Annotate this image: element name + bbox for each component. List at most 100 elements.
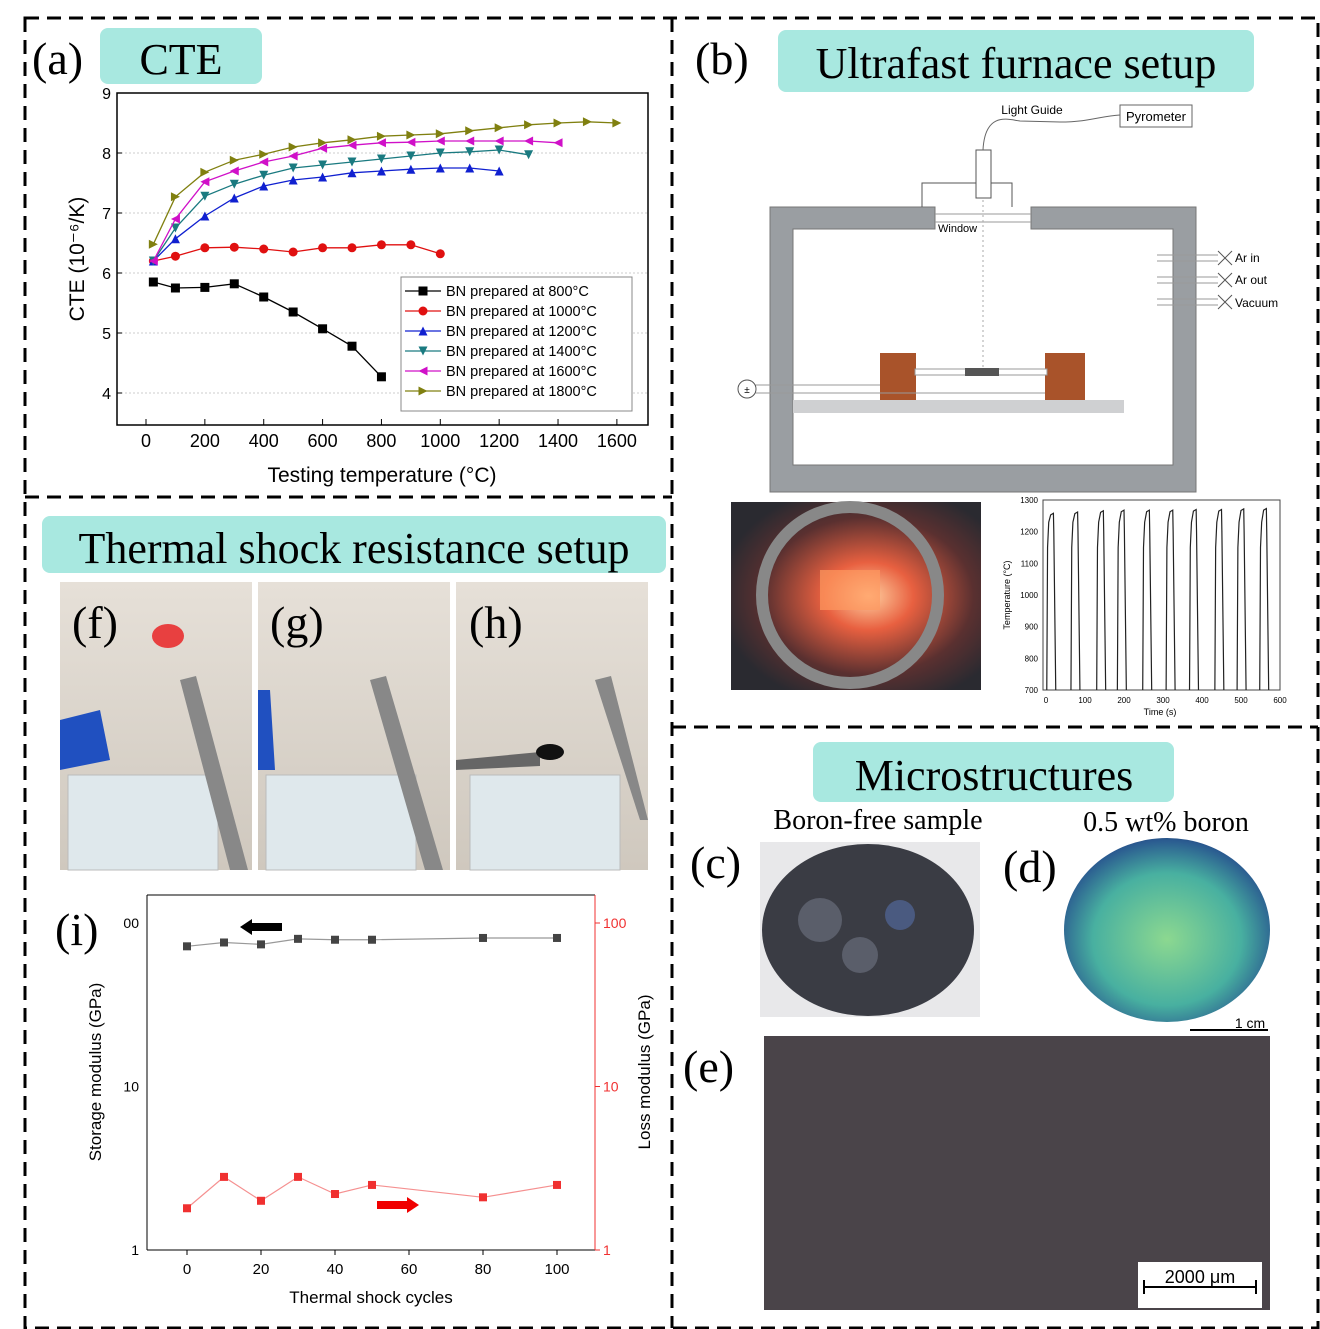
data-point xyxy=(524,150,534,160)
right-axis-arrow-icon xyxy=(377,1197,419,1213)
data-point xyxy=(435,148,445,158)
data-point xyxy=(465,126,475,136)
panel-b-title: Ultrafast furnace setup xyxy=(816,39,1217,88)
panel-b-title-bg xyxy=(778,30,1254,92)
data-point xyxy=(582,117,592,127)
data-point xyxy=(259,292,269,302)
data-point xyxy=(347,140,357,150)
y-tick-label: 00 xyxy=(123,915,139,931)
data-point xyxy=(288,175,298,185)
x-tick-label: 20 xyxy=(253,1261,270,1278)
vacuum-label: Vacuum xyxy=(1235,296,1278,310)
data-point xyxy=(229,242,239,252)
panel-b-letter: (b) xyxy=(695,33,749,84)
data-point xyxy=(259,149,269,159)
data-point xyxy=(494,166,504,176)
y-tick-label: 5 xyxy=(102,326,111,343)
data-point xyxy=(347,341,357,351)
data-point xyxy=(318,143,328,153)
x-tick-label: 0 xyxy=(183,1261,191,1278)
light-guide-probe xyxy=(975,149,992,199)
data-point xyxy=(479,933,487,942)
data-point xyxy=(368,935,376,944)
temperature-chart: 700 800 900 1000 1100 1200 1300 0 100 200 300 400 50… xyxy=(1002,496,1287,717)
data-point xyxy=(259,181,269,191)
y-tick-label: 7 xyxy=(102,206,111,223)
data-point xyxy=(220,938,228,947)
x-tick-label: 1200 xyxy=(479,431,519,451)
photo-g xyxy=(258,582,450,871)
data-point xyxy=(288,151,298,161)
data-point xyxy=(524,120,534,130)
data-point xyxy=(418,366,428,376)
data-point xyxy=(435,129,445,139)
thermal-title-bg xyxy=(42,516,666,573)
y-tick-label: 1 xyxy=(131,1242,139,1258)
data-point xyxy=(200,167,210,177)
heating-cycle xyxy=(1116,509,1127,691)
electrode-right xyxy=(1045,353,1085,400)
x-tick-label: 400 xyxy=(1195,696,1209,705)
legend-label: BN prepared at 1400°C xyxy=(446,344,597,360)
plot-frame xyxy=(116,92,649,426)
y-tick-label-right: 10 xyxy=(603,1079,619,1095)
data-point xyxy=(418,386,428,396)
data-point xyxy=(259,170,269,180)
scale-bar-1cm: 1 cm xyxy=(1235,1015,1265,1031)
legend-label: BN prepared at 1800°C xyxy=(446,384,597,400)
y-tick-label: 900 xyxy=(1025,623,1039,632)
data-point xyxy=(229,279,239,289)
data-point xyxy=(331,1190,339,1199)
micro-title: Microstructures xyxy=(855,751,1134,800)
heating-cycle xyxy=(1214,508,1225,691)
y-tick-label: 1300 xyxy=(1020,496,1038,505)
data-point xyxy=(170,283,180,293)
window-label: Window xyxy=(938,223,977,235)
panel-a-title: CTE xyxy=(139,35,222,84)
data-point xyxy=(347,168,357,178)
data-point xyxy=(376,166,386,176)
data-point xyxy=(553,1180,561,1189)
data-point xyxy=(494,145,504,155)
data-point xyxy=(200,191,210,201)
panel-a-title-bg xyxy=(100,28,262,84)
x-tick-label: 40 xyxy=(327,1261,344,1278)
data-point xyxy=(435,163,445,173)
data-point xyxy=(418,306,428,316)
micro-title-bg xyxy=(813,742,1174,802)
data-point xyxy=(288,307,298,317)
sample xyxy=(965,368,999,376)
data-point xyxy=(553,118,563,128)
x-tick-label: 400 xyxy=(249,431,279,451)
panel-g-letter: (g) xyxy=(270,597,324,648)
data-point xyxy=(368,1180,376,1189)
data-point xyxy=(148,239,158,249)
data-point xyxy=(183,942,191,951)
x-axis-label: Thermal shock cycles xyxy=(289,1288,452,1307)
panel-e-letter: (e) xyxy=(683,1041,734,1092)
data-point xyxy=(524,136,534,146)
data-point xyxy=(170,223,180,233)
x-axis-label: Testing temperature (°C) xyxy=(268,464,497,487)
data-point xyxy=(406,137,416,147)
y-tick-label-right: 1 xyxy=(603,1242,611,1258)
legend-label: BN prepared at 1600°C xyxy=(446,364,597,380)
data-point xyxy=(418,326,428,336)
ar-in-label: Ar in xyxy=(1235,251,1260,265)
furnace-wall xyxy=(769,206,1197,493)
data-point xyxy=(220,1172,228,1181)
scale-bar-2000um: 2000 μm xyxy=(1165,1267,1235,1287)
light-guide-label: Light Guide xyxy=(1001,103,1063,117)
data-point xyxy=(494,123,504,133)
y-axis-label-right: Loss modulus (GPa) xyxy=(635,995,654,1150)
panel-borders xyxy=(23,16,1320,1329)
data-point xyxy=(612,118,622,128)
data-point xyxy=(229,166,239,176)
heating-cycle xyxy=(1165,509,1176,691)
data-point xyxy=(376,131,386,141)
data-point xyxy=(170,192,180,202)
boron-free-caption: Boron-free sample xyxy=(773,805,982,836)
data-point xyxy=(465,147,475,157)
